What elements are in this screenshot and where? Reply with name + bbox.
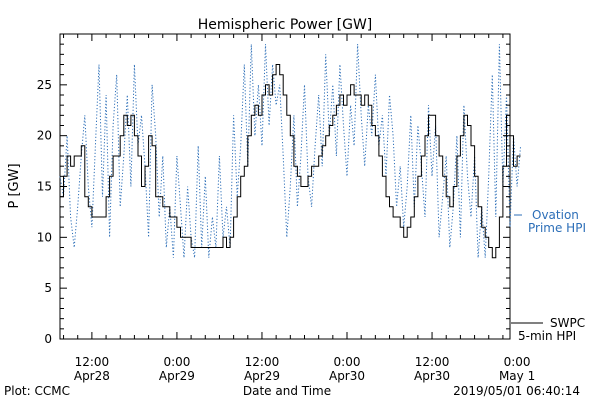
x-tick-label-date: Apr30 xyxy=(329,369,365,383)
y-tick-label: 10 xyxy=(37,230,52,244)
x-tick-label-date: Apr30 xyxy=(414,369,450,383)
x-tick-label-time: 0:00 xyxy=(334,355,361,369)
swpc-series xyxy=(60,64,521,259)
x-axis: 12:00Apr280:00Apr2912:00Apr290:00Apr3012… xyxy=(63,34,535,383)
legend-swpc-line2: 5-min HPI xyxy=(518,329,576,343)
legend-ovation-line1: Ovation xyxy=(532,208,579,222)
x-tick-label-date: Apr29 xyxy=(159,369,195,383)
x-tick-label-time: 0:00 xyxy=(163,355,190,369)
legend-ovation: Ovation Prime HPI xyxy=(514,208,586,235)
plot-credit: Plot: CCMC xyxy=(4,384,70,398)
x-tick-label-time: 12:00 xyxy=(75,355,110,369)
y-axis-label: P [GW] xyxy=(7,163,22,208)
x-axis-label: Date and Time xyxy=(243,384,331,398)
y-axis: 0 5 10 15 20 25 xyxy=(37,33,510,346)
y-tick-label: 20 xyxy=(37,129,52,143)
x-tick-label-time: 0:00 xyxy=(504,355,531,369)
chart-title: Hemispheric Power [GW] xyxy=(198,17,373,33)
legend-swpc-line1: SWPC xyxy=(550,316,585,330)
legend-swpc: SWPC 5-min HPI xyxy=(511,316,585,343)
x-tick-label-date: Apr29 xyxy=(244,369,280,383)
plot-timestamp: 2019/05/01 06:40:14 xyxy=(453,384,580,398)
x-tick-label-time: 12:00 xyxy=(415,355,450,369)
ovation-prime-series xyxy=(59,44,522,258)
x-tick-label-date: May 1 xyxy=(499,369,535,383)
x-tick-label-date: Apr28 xyxy=(74,369,110,383)
legend-ovation-line2: Prime HPI xyxy=(528,221,586,235)
y-tick-label: 15 xyxy=(37,180,52,194)
swpc-series-line xyxy=(60,64,521,259)
y-tick-label: 25 xyxy=(37,78,52,92)
ovation-series-line xyxy=(59,44,522,258)
y-tick-label: 5 xyxy=(44,281,52,295)
x-tick-label-time: 12:00 xyxy=(245,355,280,369)
y-tick-label: 0 xyxy=(44,332,52,346)
plot-area xyxy=(59,33,522,340)
legend: Ovation Prime HPI SWPC 5-min HPI xyxy=(511,208,586,343)
plot-frame xyxy=(59,33,511,340)
